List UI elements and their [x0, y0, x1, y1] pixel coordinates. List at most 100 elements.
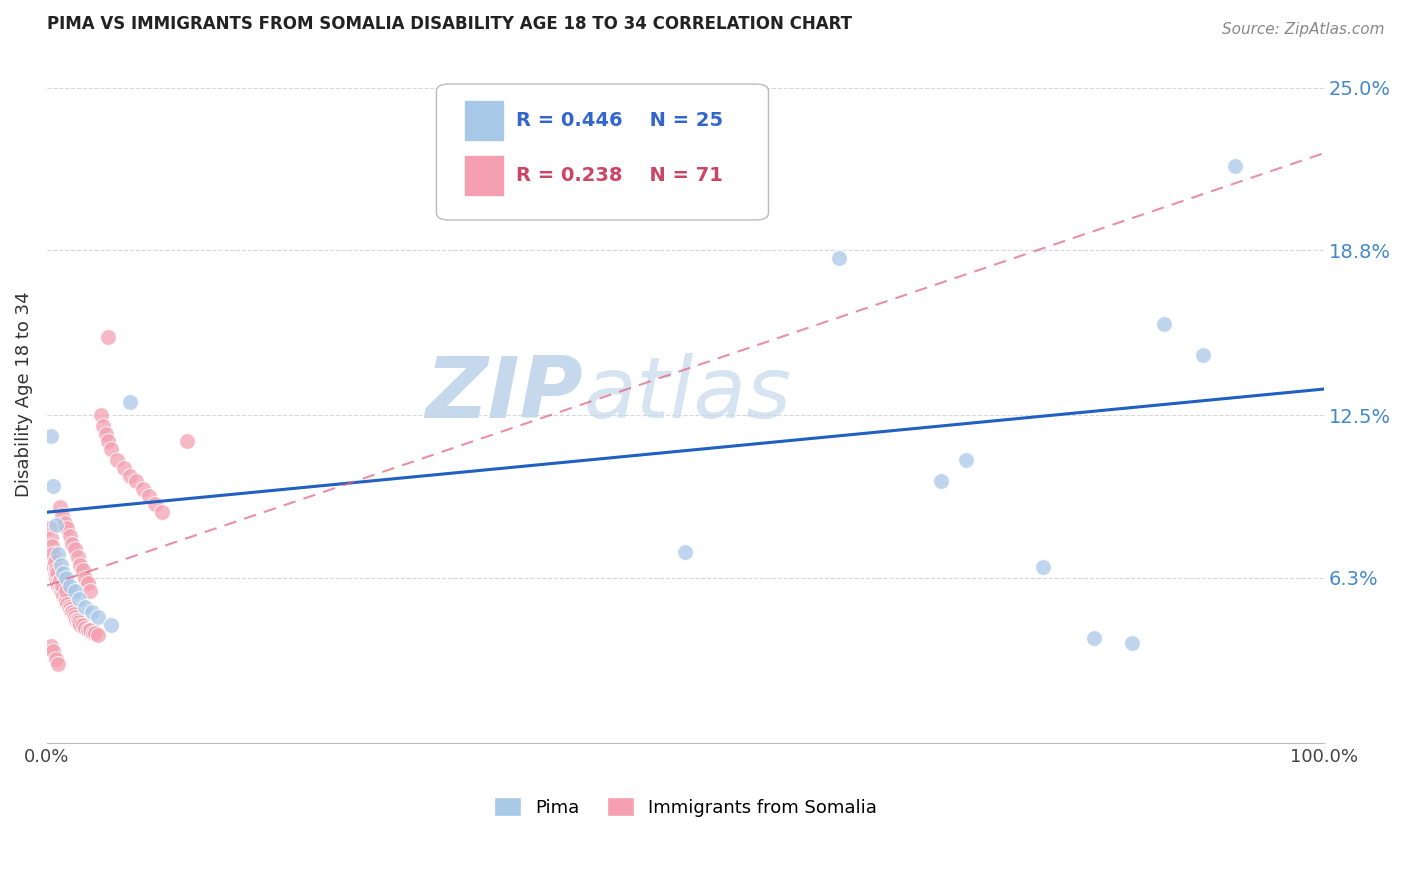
- Point: [97, 329, 120, 343]
- Point: [118, 468, 141, 483]
- Point: [1191, 348, 1213, 362]
- Point: [929, 474, 952, 488]
- Text: atlas: atlas: [583, 352, 792, 436]
- Point: [51, 586, 73, 600]
- Point: [112, 460, 135, 475]
- Point: [176, 434, 198, 449]
- Point: [59, 602, 82, 616]
- Text: R = 0.446    N = 25: R = 0.446 N = 25: [516, 112, 723, 130]
- Text: PIMA VS IMMIGRANTS FROM SOMALIA DISABILITY AGE 18 TO 34 CORRELATION CHART: PIMA VS IMMIGRANTS FROM SOMALIA DISABILI…: [46, 15, 852, 33]
- Point: [75, 599, 97, 614]
- Point: [75, 571, 97, 585]
- Point: [76, 576, 98, 591]
- Point: [56, 597, 79, 611]
- Y-axis label: Disability Age 18 to 34: Disability Age 18 to 34: [15, 292, 32, 497]
- Point: [145, 497, 167, 511]
- Point: [49, 583, 72, 598]
- Point: [91, 418, 114, 433]
- Point: [48, 657, 70, 672]
- Point: [79, 583, 101, 598]
- Point: [51, 579, 73, 593]
- Point: [55, 594, 77, 608]
- Point: [49, 558, 72, 572]
- Point: [89, 409, 111, 423]
- Point: [76, 623, 98, 637]
- Point: [39, 429, 62, 443]
- Point: [65, 613, 87, 627]
- Point: [72, 563, 94, 577]
- Point: [67, 615, 90, 630]
- Point: [97, 434, 120, 449]
- Point: [45, 652, 67, 666]
- Point: [118, 395, 141, 409]
- Point: [1032, 560, 1054, 574]
- Point: [63, 583, 86, 598]
- Point: [75, 621, 97, 635]
- Point: [66, 613, 89, 627]
- Point: [46, 566, 69, 580]
- Text: Source: ZipAtlas.com: Source: ZipAtlas.com: [1222, 22, 1385, 37]
- Point: [94, 426, 117, 441]
- Point: [62, 605, 84, 619]
- Point: [100, 618, 122, 632]
- Text: ZIP: ZIP: [426, 352, 583, 436]
- Point: [39, 639, 62, 653]
- Legend: Pima, Immigrants from Somalia: Pima, Immigrants from Somalia: [486, 790, 884, 824]
- Point: [675, 544, 697, 558]
- Point: [39, 532, 62, 546]
- Point: [48, 547, 70, 561]
- Point: [87, 628, 110, 642]
- Point: [59, 529, 82, 543]
- Point: [51, 508, 73, 522]
- Point: [59, 579, 82, 593]
- Point: [72, 618, 94, 632]
- Point: [53, 516, 76, 530]
- Point: [42, 547, 65, 561]
- Point: [69, 558, 91, 572]
- Point: [125, 474, 148, 488]
- Point: [55, 571, 77, 585]
- Point: [1153, 317, 1175, 331]
- Point: [42, 479, 65, 493]
- Point: [48, 579, 70, 593]
- Point: [955, 452, 977, 467]
- Point: [66, 549, 89, 564]
- Point: [63, 541, 86, 556]
- Point: [82, 625, 104, 640]
- Point: [80, 605, 103, 619]
- Point: [55, 583, 77, 598]
- Point: [131, 482, 153, 496]
- Point: [828, 251, 851, 265]
- Point: [138, 490, 160, 504]
- Point: [52, 566, 75, 580]
- Point: [41, 539, 63, 553]
- Point: [1223, 159, 1246, 173]
- Point: [44, 555, 66, 569]
- Point: [63, 610, 86, 624]
- Bar: [464, 156, 503, 194]
- Point: [38, 521, 60, 535]
- Point: [79, 623, 101, 637]
- Point: [44, 566, 66, 580]
- Point: [100, 442, 122, 457]
- Bar: [464, 102, 503, 140]
- Point: [1083, 631, 1105, 645]
- Point: [87, 610, 110, 624]
- Point: [48, 574, 70, 588]
- Point: [150, 505, 173, 519]
- Point: [60, 605, 83, 619]
- Point: [41, 558, 63, 572]
- Point: [48, 500, 70, 514]
- Text: R = 0.238    N = 71: R = 0.238 N = 71: [516, 166, 723, 185]
- Point: [45, 518, 67, 533]
- Point: [84, 625, 107, 640]
- Point: [53, 591, 76, 606]
- Point: [58, 599, 80, 614]
- Point: [62, 607, 84, 622]
- Point: [45, 571, 67, 585]
- FancyBboxPatch shape: [436, 84, 769, 220]
- Point: [105, 452, 128, 467]
- Point: [56, 521, 79, 535]
- Point: [52, 589, 75, 603]
- Point: [48, 581, 70, 595]
